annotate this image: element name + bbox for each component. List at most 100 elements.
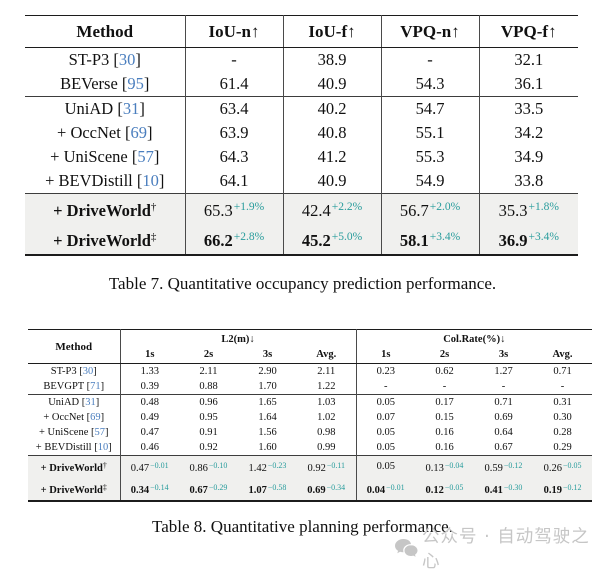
value-cell: 36.1 [478,72,578,97]
value-cell: 66.2+2.8% [184,224,283,255]
method-cell: + DriveWorld‡ [28,478,120,501]
value-cell: 0.13−0.04 [415,455,474,478]
citation-link[interactable]: 31 [85,396,96,408]
method-cell: + OccNet [69] [57,123,153,142]
value-cell: 0.19−0.12 [533,478,592,501]
value-cell: 0.88 [179,379,238,395]
row-group: ST-P3 [30] 1.33 2.11 2.90 2.11 0.23 0.62 1.27 0.… [28,363,592,395]
value-cell: 40.9 [282,72,381,97]
value-cell: 0.92−0.11 [297,455,356,478]
value-cell: 0.15 [415,410,474,425]
value-cell: 58.1+3.4% [380,224,479,255]
value-cell: 1.70 [238,379,297,395]
metric-value: - [231,50,237,69]
watermark-text: 公众号 · 自动驾驶之心 [422,527,590,572]
row-group: UniAD [31] 0.48 0.96 1.65 1.03 0.05 0.17 0.71 0.… [28,394,593,456]
citation-link[interactable]: 31 [122,99,140,118]
metric-value: 2.11 [317,365,336,377]
citation-link[interactable]: 10 [97,441,109,453]
table7-caption: Table 7. Quantitative occupancy predicti… [108,274,497,293]
metric-value: 0.69 [307,484,326,496]
value-cell: 0.59−0.12 [474,455,533,478]
value-cell: 36.9+3.4% [478,224,578,255]
method-label: + OccNet [43,411,84,423]
table-row: BEVerse [95] 61.4 40.9 54.3 36.1 [25,72,578,97]
delta-value: −0.10 [208,460,228,470]
method-label: ST-P3 [50,365,77,377]
column-header: VPQ-n↑ [380,15,479,48]
citation-link[interactable]: 95 [127,74,144,93]
citation-link[interactable]: 69 [90,411,101,423]
metric-value: 36.1 [514,74,544,93]
metric-value: 0.95 [199,411,218,423]
method-label: UniAD [48,396,80,408]
citation-link[interactable]: 57 [94,426,106,438]
citation-link[interactable]: 30 [82,365,94,377]
method-cell: UniAD [31] [28,394,120,410]
metric-value: 54.3 [415,74,445,93]
citation-link[interactable]: 71 [90,380,101,392]
delta-value: −0.05 [562,460,582,470]
metric-value: 64.3 [219,147,249,166]
value-cell: 0.64 [474,425,533,440]
value-cell: 1.42−0.23 [238,455,297,478]
metric-value: 0.91 [199,426,218,438]
metric-value: 0.29 [553,441,572,453]
value-cell: 0.67−0.29 [179,478,238,501]
metric-value: - [427,50,433,69]
value-cell: 55.1 [380,121,479,145]
value-cell: 64.3 [184,145,283,169]
metric-value: 0.17 [435,396,454,408]
metric-value: 0.16 [435,426,454,438]
value-cell: 0.30 [533,410,592,425]
metric-value: 45.2 [301,231,331,250]
value-cell: 0.69−0.34 [297,478,356,501]
watermark: 公众号 · 自动驾驶之心 [394,523,605,573]
column-group-header: Col.Rate(%)↓ [355,329,593,347]
metric-value: 40.9 [317,171,347,190]
citation-link[interactable]: 10 [142,171,159,190]
metric-value: 0.04 [366,484,386,496]
citation-link[interactable]: 57 [137,147,154,166]
citation-link[interactable]: 30 [118,50,136,69]
metric-value: 34.2 [514,123,544,142]
metric-value: 0.23 [376,365,395,377]
metric-value: 33.5 [514,99,544,118]
delta-value: −0.14 [150,482,169,492]
method-cell: + UniScene [57] [39,426,109,438]
value-cell: 1.33 [119,363,179,379]
value-cell: 0.07 [355,410,415,425]
delta-value: +1.9% [233,201,265,213]
metric-value: 0.07 [376,411,395,423]
value-cell: 0.34−0.14 [119,478,179,501]
metric-value: 1.42 [248,462,267,474]
metric-value: 0.71 [494,396,513,408]
metric-value: 0.62 [435,365,454,377]
method-label: + UniScene [39,426,89,438]
delta-value: +2.0% [429,201,461,213]
value-cell: - [184,47,283,72]
column-header: Avg. [297,347,356,364]
highlighted-row-group: + DriveWorld† 65.3+1.9% 42.4+2.2% 56.7+2.0%… [25,193,578,255]
value-cell: 40.8 [282,121,381,145]
delta-value: −0.01 [150,460,169,470]
row-group: UniAD [31] 63.4 40.2 54.7 33.5 + OccNet [69] 6… [25,96,578,194]
table-row: + OccNet [69] 63.9 40.8 55.1 34.2 [25,121,578,145]
value-cell: 0.91 [179,425,238,440]
value-cell: 0.23 [355,363,415,379]
highlighted-row-group: + DriveWorld† 0.47−0.01 0.86−0.10 1.42−0.23… [28,455,593,501]
value-cell: 0.41−0.30 [474,478,533,501]
value-cell: 2.90 [238,364,297,380]
citation-link[interactable]: 69 [130,123,147,142]
metric-value: 0.46 [140,441,159,453]
value-cell: 54.3 [380,72,479,97]
value-cell: 45.2+5.0% [282,224,381,255]
value-cell: 0.69 [474,410,533,425]
dagger-mark: ‡ [150,231,157,243]
value-cell: 41.2 [282,145,381,169]
metric-value: - [384,380,388,392]
table-row: ST-P3 [30] - 38.9 - 32.1 [25,47,578,72]
column-header: IoU-f↑ [282,15,381,48]
delta-value: −0.58 [267,482,287,492]
method-label: + BEVDistill [35,441,92,453]
